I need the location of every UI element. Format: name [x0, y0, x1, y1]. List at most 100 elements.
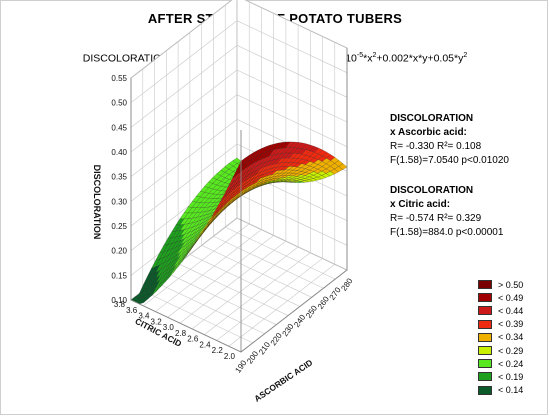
legend-label: < 0.39 — [498, 319, 524, 330]
legend-label: < 0.49 — [498, 292, 524, 303]
grid-line — [244, 0, 348, 49]
y-tick-label: 3.4 — [138, 312, 150, 321]
grid-line — [167, 235, 274, 318]
grid-line — [204, 252, 311, 335]
stats-heading: DISCOLORATION — [390, 113, 474, 124]
grid-line — [236, 45, 348, 98]
legend-swatch — [478, 306, 492, 316]
equation-exp-2: 2 — [372, 52, 377, 59]
legend-swatch — [478, 332, 492, 342]
legend-item: < 0.34 — [478, 331, 523, 344]
legend-label: < 0.34 — [498, 332, 524, 343]
y-tick-label: 3.0 — [163, 323, 175, 332]
y-tick-label: 2.8 — [175, 329, 187, 338]
y-tick-label: 3.6 — [126, 306, 138, 315]
grid-line — [216, 258, 323, 341]
grid-line — [130, 69, 238, 153]
grid-line — [142, 290, 253, 344]
y-tick-label: 3.2 — [151, 317, 163, 326]
z-tick-label: 0.55 — [111, 74, 127, 83]
stats-f-value: F(1.58)=7.0540 p<0.01020 — [390, 155, 509, 166]
legend-swatch — [478, 372, 492, 382]
grid-line — [143, 223, 250, 307]
grid-line — [228, 263, 335, 347]
y-tick-label: 2.2 — [212, 346, 224, 355]
legend-item: < 0.29 — [478, 344, 523, 357]
z-tick-label: 0.30 — [111, 197, 127, 206]
grid-line — [191, 246, 299, 330]
z-tick-label: 0.20 — [111, 247, 127, 256]
stats-subheading: x Ascorbic acid: — [390, 127, 467, 138]
stats-subheading: x Citric acid: — [390, 199, 451, 210]
stats-r-value: R= -0.574 R²= 0.329 — [390, 213, 482, 224]
equation-tail: +0.002*x*y+0.05*y — [376, 52, 464, 65]
legend-item: > 0.50 — [478, 278, 523, 291]
z-axis-title: DISCOLORATION — [92, 165, 102, 240]
legend-swatch — [478, 280, 492, 290]
legend-label: < 0.44 — [498, 305, 524, 316]
y-tick-label: 3.8 — [114, 300, 126, 309]
legend-item: < 0.44 — [478, 304, 523, 317]
stats-block-citric: DISCOLORATION x Citric acid: R= -0.574 R… — [390, 184, 503, 240]
stats-r-value: R= -0.330 R²= 0.108 — [390, 141, 482, 152]
y-tick-label: 2.6 — [187, 335, 199, 344]
axis-edge — [240, 269, 348, 353]
y-tick-label: 2.0 — [224, 352, 236, 361]
grid-line — [236, 193, 348, 246]
y-tick-label: 2.4 — [199, 340, 211, 349]
grid-line — [154, 281, 265, 335]
z-tick-label: 0.15 — [111, 271, 127, 280]
legend-label: > 0.50 — [498, 279, 524, 290]
grid-line — [130, 0, 233, 79]
legend-label: < 0.19 — [498, 371, 524, 382]
legend-item: < 0.39 — [478, 318, 523, 331]
grid-line — [236, 20, 348, 73]
grid-line — [166, 272, 277, 325]
grid-line — [179, 240, 287, 324]
legend-item: < 0.24 — [478, 357, 523, 370]
z-tick-label: 0.35 — [111, 173, 127, 182]
grid-line — [201, 245, 312, 298]
color-legend: > 0.50 < 0.49 < 0.44 < 0.39 < 0.34 < 0.29 < 0.… — [478, 278, 523, 397]
axis-edge — [130, 299, 242, 353]
grid-line — [236, 94, 348, 147]
z-tick-label: 0.25 — [111, 222, 127, 231]
legend-swatch — [478, 346, 492, 356]
grid-line — [130, 143, 238, 227]
grid-line — [130, 45, 238, 128]
legend-label: < 0.24 — [498, 358, 524, 369]
grid-line — [177, 263, 289, 316]
z-tick-label: 0.40 — [111, 148, 127, 157]
legend-swatch — [478, 359, 492, 369]
legend-item: < 0.14 — [478, 384, 523, 397]
stats-block-ascorbic: DISCOLORATION x Ascorbic acid: R= -0.330… — [390, 112, 509, 168]
legend-swatch — [478, 319, 492, 329]
grid-line — [189, 254, 301, 307]
grid-line — [236, 69, 348, 123]
legend-item: < 0.19 — [478, 370, 523, 383]
grid-line — [236, 217, 348, 271]
equation-mid: *x — [363, 52, 373, 65]
grid-line — [155, 229, 262, 312]
equation-exp-1: -5 — [356, 52, 364, 59]
legend-label: < 0.14 — [498, 385, 524, 396]
equation-exp-3: 2 — [463, 52, 468, 59]
grid-line — [225, 226, 336, 280]
z-tick-label: 0.10 — [111, 296, 127, 305]
legend-label: < 0.29 — [498, 345, 524, 356]
stats-heading: DISCOLORATION — [390, 185, 474, 196]
grid-line — [130, 20, 238, 103]
legend-item: < 0.49 — [478, 291, 523, 304]
stats-f-value: F(1.58)=884.0 p<0.00001 — [390, 227, 504, 238]
x-tick-label: 280 — [339, 276, 354, 293]
legend-swatch — [478, 385, 492, 395]
grid-line — [213, 235, 324, 289]
z-tick-label: 0.50 — [111, 99, 127, 108]
grid-line — [130, 119, 238, 202]
z-tick-label: 0.45 — [111, 123, 127, 132]
legend-swatch — [478, 293, 492, 303]
x-axis-title: ASCORBIC ACID — [252, 357, 314, 403]
grid-line — [130, 94, 238, 177]
